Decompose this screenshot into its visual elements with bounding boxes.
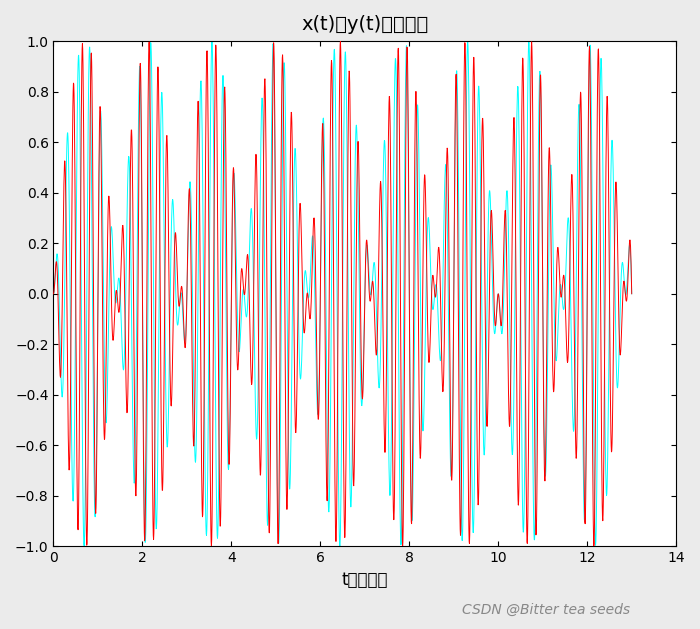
X-axis label: t数值向量: t数值向量 [342, 571, 388, 589]
Text: CSDN @Bitter tea seeds: CSDN @Bitter tea seeds [462, 603, 630, 617]
Title: x(t)和y(t)进行比较: x(t)和y(t)进行比较 [301, 15, 428, 34]
